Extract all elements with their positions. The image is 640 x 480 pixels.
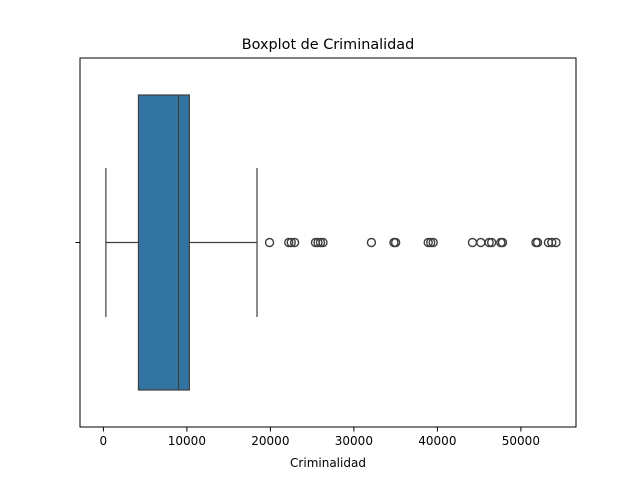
outlier-point bbox=[497, 237, 508, 248]
outlier-point bbox=[313, 237, 323, 248]
outlier-point bbox=[423, 237, 433, 248]
outlier-point bbox=[551, 237, 561, 248]
x-tick-label: 40000 bbox=[418, 434, 456, 448]
outlier-point bbox=[484, 237, 494, 248]
x-tick-label: 20000 bbox=[251, 434, 289, 448]
outlier-point bbox=[486, 237, 497, 248]
x-axis: 0 10000 20000 30000 40000 50000 bbox=[100, 427, 540, 448]
x-tick-label: 10000 bbox=[168, 434, 206, 448]
outlier-point bbox=[390, 237, 401, 248]
outlier-point bbox=[366, 237, 377, 248]
chart-title: Boxplot de Criminalidad bbox=[242, 37, 414, 53]
x-tick-label: 50000 bbox=[502, 434, 540, 448]
outlier-point bbox=[264, 237, 275, 248]
outlier-point bbox=[532, 237, 543, 248]
outlier-point bbox=[476, 237, 486, 248]
outlier-point bbox=[467, 237, 478, 248]
outlier-point bbox=[428, 237, 438, 248]
x-axis-title: Criminalidad bbox=[290, 456, 366, 470]
x-tick-label: 30000 bbox=[335, 434, 373, 448]
outlier-point bbox=[284, 237, 294, 248]
iqr-box bbox=[137, 94, 190, 391]
outlier-point bbox=[547, 237, 557, 248]
outlier-point bbox=[426, 237, 436, 248]
outlier-point bbox=[286, 237, 296, 248]
outlier-point bbox=[289, 237, 300, 248]
plot-area bbox=[105, 94, 561, 391]
x-tick-label: 0 bbox=[100, 434, 108, 448]
outlier-point bbox=[315, 237, 326, 248]
outlier-point bbox=[318, 237, 328, 248]
